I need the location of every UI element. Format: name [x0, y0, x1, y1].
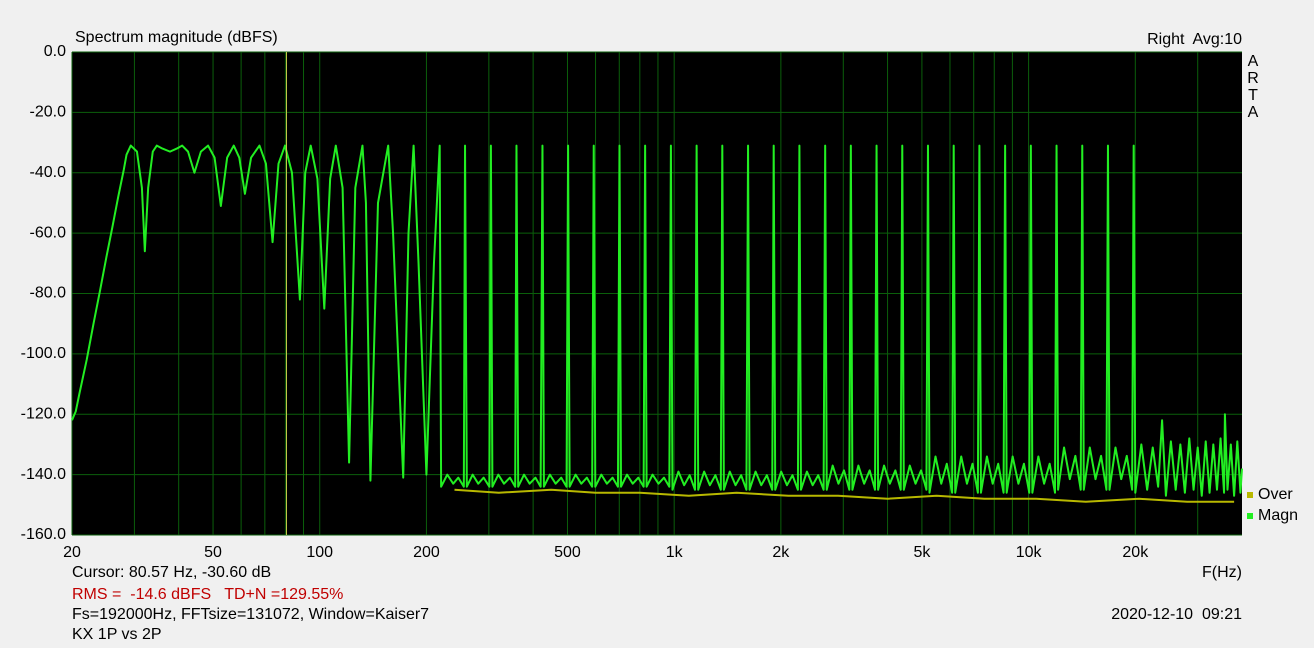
y-tick-label: -140.0: [21, 466, 66, 483]
cursor-readout: Cursor: 80.57 Hz, -30.60 dB: [72, 564, 271, 581]
rms-readout: RMS = -14.6 dBFS TD+N =129.55%: [72, 586, 343, 603]
x-tick-label: 500: [554, 544, 581, 561]
x-tick-label: 1k: [666, 544, 684, 561]
x-tick-label: 50: [204, 544, 222, 561]
spectrum-line: [71, 144, 1243, 497]
brand-letter: A: [1248, 104, 1259, 121]
y-tick-label: -120.0: [21, 405, 66, 422]
data-lines: [71, 144, 1243, 503]
legend-swatch: [1247, 492, 1253, 498]
chart-title: Spectrum magnitude (dBFS): [75, 29, 278, 46]
x-tick-label: 100: [306, 544, 333, 561]
brand-letter: A: [1248, 53, 1259, 70]
y-tick-label: 0.0: [44, 43, 66, 60]
x-tick-label: 200: [413, 544, 440, 561]
y-tick-label: -160.0: [21, 526, 66, 543]
x-tick-label: 5k: [913, 544, 931, 561]
y-tick-label: -40.0: [30, 164, 67, 181]
brand-letter: R: [1247, 70, 1259, 87]
note-text: KX 1P vs 2P: [72, 626, 162, 643]
spectrum-line: [454, 488, 1235, 503]
legend-swatch: [1247, 513, 1253, 519]
x-tick-label: 20k: [1122, 544, 1149, 561]
channel-label: Right Avg:10: [1147, 31, 1242, 48]
x-tick-label: 2k: [772, 544, 790, 561]
y-tick-label: -20.0: [30, 104, 67, 121]
y-tick-label: -80.0: [30, 285, 67, 302]
date-text: 2020-12-10 09:21: [1111, 606, 1242, 623]
x-tick-label: 10k: [1016, 544, 1043, 561]
x-axis-label: F(Hz): [1202, 564, 1242, 581]
legend-label: Magn: [1258, 507, 1298, 524]
settings-text: Fs=192000Hz, FFTsize=131072, Window=Kais…: [72, 606, 429, 623]
y-tick-label: -100.0: [21, 345, 66, 362]
y-tick-label: -60.0: [30, 224, 67, 241]
x-tick-label: 20: [63, 544, 81, 561]
legend-label: Over: [1258, 486, 1293, 503]
brand-letter: T: [1248, 87, 1258, 104]
